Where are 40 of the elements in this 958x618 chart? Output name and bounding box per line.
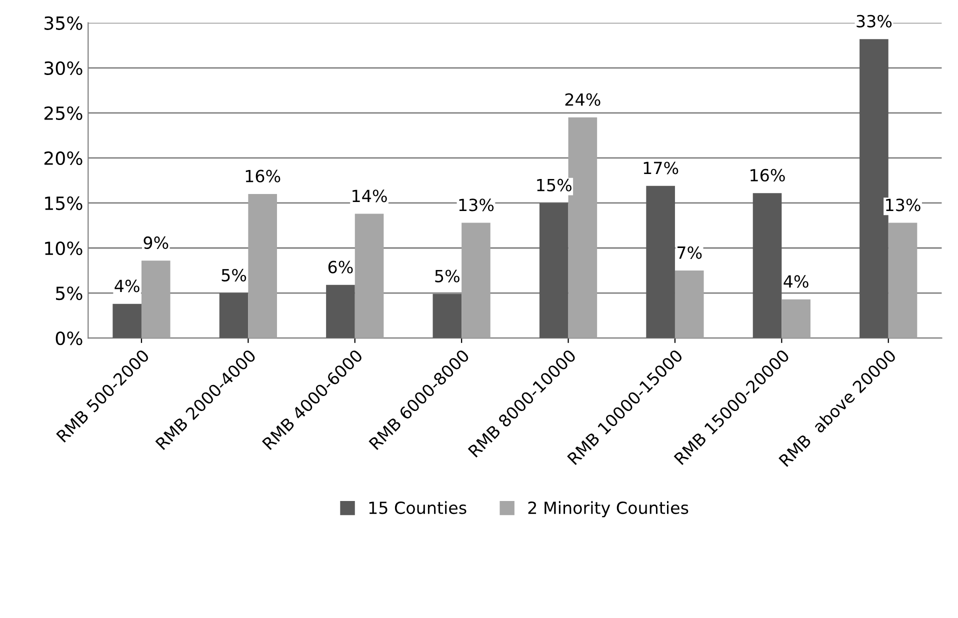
bar xyxy=(354,214,384,338)
bar xyxy=(674,270,704,338)
y-tick-label: 25% xyxy=(44,106,82,120)
bar xyxy=(432,294,462,338)
data-label: 17% xyxy=(644,162,678,174)
y-tick-label: 0% xyxy=(56,332,82,346)
bar xyxy=(462,222,490,338)
bar xyxy=(112,304,142,338)
data-label: 7% xyxy=(678,246,702,259)
bar xyxy=(539,202,568,338)
data-label: 4% xyxy=(784,275,808,288)
bar xyxy=(248,194,277,338)
data-label: 4% xyxy=(114,280,140,292)
data-label: 6% xyxy=(328,260,353,274)
data-label: 33% xyxy=(856,14,892,28)
bar xyxy=(752,193,782,338)
y-tick-label: 30% xyxy=(44,61,82,76)
legend-label: 2 Minority Counties xyxy=(528,501,688,518)
bar xyxy=(219,293,248,338)
y-tick-label: 20% xyxy=(44,151,82,166)
data-label: 14% xyxy=(352,190,387,202)
legend-label: 15 Counties xyxy=(369,501,466,514)
y-tick-label: 10% xyxy=(45,241,82,256)
bar xyxy=(141,260,170,338)
y-tick-label: 15% xyxy=(45,196,82,210)
data-label: 16% xyxy=(246,170,280,182)
data-label: 24% xyxy=(565,93,600,106)
data-label: 5% xyxy=(435,270,460,282)
bar xyxy=(326,284,355,338)
data-label: 5% xyxy=(222,268,246,282)
data-label: 13% xyxy=(886,198,920,212)
data-label: 15% xyxy=(537,178,572,192)
data-label: 13% xyxy=(459,198,494,212)
data-label: 16% xyxy=(750,168,785,182)
bar xyxy=(646,186,675,338)
y-tick-label: 35% xyxy=(44,16,82,30)
y-tick-label: 5% xyxy=(56,286,82,300)
bar xyxy=(888,222,918,338)
data-label: 9% xyxy=(144,236,168,250)
bar xyxy=(782,299,810,338)
